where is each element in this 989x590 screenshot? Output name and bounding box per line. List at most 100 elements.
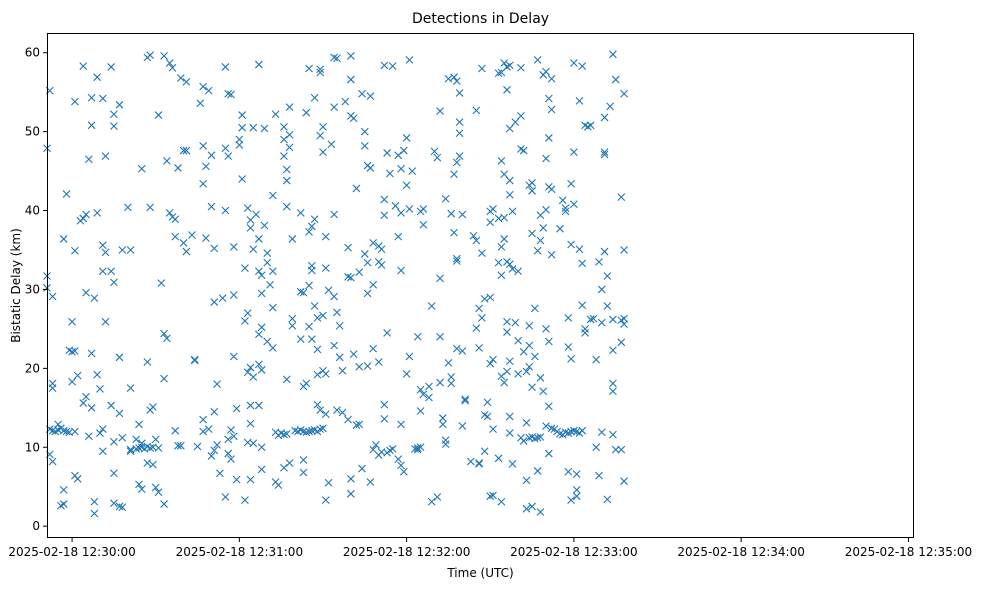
data-point bbox=[107, 267, 116, 276]
data-point bbox=[366, 478, 375, 486]
data-point bbox=[132, 444, 141, 453]
data-point bbox=[536, 373, 545, 382]
data-point bbox=[268, 191, 277, 200]
data-point bbox=[346, 75, 355, 84]
data-point bbox=[257, 465, 266, 474]
data-point bbox=[408, 167, 417, 175]
data-point bbox=[475, 343, 483, 352]
data-point bbox=[254, 267, 263, 276]
data-point bbox=[609, 315, 617, 324]
data-point bbox=[68, 347, 76, 356]
data-point bbox=[266, 280, 274, 289]
data-point bbox=[572, 470, 581, 478]
data-point bbox=[305, 322, 313, 331]
data-point bbox=[319, 424, 327, 433]
data-point bbox=[333, 406, 341, 415]
data-point bbox=[79, 399, 88, 407]
data-point bbox=[346, 51, 355, 60]
data-point bbox=[530, 304, 539, 313]
data-point bbox=[374, 358, 383, 366]
data-point bbox=[547, 424, 556, 433]
data-point bbox=[330, 53, 339, 62]
data-point bbox=[243, 368, 252, 377]
data-point bbox=[162, 334, 171, 343]
data-point bbox=[160, 500, 168, 508]
data-point bbox=[115, 409, 124, 418]
x-tick-label: 2025-02-18 12:31:00 bbox=[176, 545, 303, 559]
data-point bbox=[232, 475, 241, 484]
data-point bbox=[455, 118, 464, 127]
data-point bbox=[564, 343, 573, 351]
data-point bbox=[450, 170, 458, 179]
data-point bbox=[478, 313, 486, 322]
data-point bbox=[609, 387, 617, 396]
data-point bbox=[224, 449, 233, 458]
data-point bbox=[500, 170, 509, 179]
data-point bbox=[246, 363, 255, 372]
data-point bbox=[536, 236, 545, 245]
data-point bbox=[380, 414, 389, 423]
data-point bbox=[204, 425, 213, 433]
data-point bbox=[472, 106, 481, 115]
data-point bbox=[260, 221, 269, 230]
data-point bbox=[87, 121, 96, 130]
data-point bbox=[149, 460, 157, 469]
data-point bbox=[310, 93, 319, 102]
data-point bbox=[358, 464, 366, 473]
data-point bbox=[586, 121, 595, 130]
data-point bbox=[101, 317, 110, 326]
data-point bbox=[572, 485, 581, 494]
data-point bbox=[82, 288, 90, 297]
data-point bbox=[210, 298, 219, 306]
data-point bbox=[280, 430, 288, 439]
data-point bbox=[110, 469, 118, 478]
data-point bbox=[330, 341, 339, 350]
data-point bbox=[505, 190, 514, 199]
data-point bbox=[199, 427, 208, 436]
data-point bbox=[567, 496, 575, 505]
data-point bbox=[257, 366, 266, 374]
data-point bbox=[165, 59, 174, 67]
data-point bbox=[288, 235, 297, 243]
data-point bbox=[321, 369, 330, 378]
data-point bbox=[288, 321, 297, 330]
data-point bbox=[299, 455, 308, 464]
data-point bbox=[285, 143, 294, 152]
data-point bbox=[489, 491, 497, 500]
data-point bbox=[472, 324, 481, 332]
data-point bbox=[316, 425, 325, 433]
data-point bbox=[143, 459, 152, 467]
data-point bbox=[458, 422, 467, 430]
data-point bbox=[68, 377, 76, 386]
data-point bbox=[84, 155, 93, 164]
data-point bbox=[171, 232, 180, 241]
data-point bbox=[93, 73, 102, 82]
data-point bbox=[70, 97, 79, 106]
data-point bbox=[399, 467, 408, 476]
data-point bbox=[525, 321, 534, 330]
data-point bbox=[478, 249, 486, 258]
data-point bbox=[561, 207, 570, 216]
data-point bbox=[530, 352, 539, 361]
data-point bbox=[207, 202, 216, 211]
data-point bbox=[419, 220, 428, 229]
data-point bbox=[84, 432, 93, 441]
data-point bbox=[589, 314, 598, 323]
data-point bbox=[299, 468, 308, 477]
data-point bbox=[397, 209, 405, 217]
data-point bbox=[542, 67, 550, 76]
data-point bbox=[254, 360, 263, 369]
data-point bbox=[536, 433, 545, 441]
data-point bbox=[433, 493, 442, 501]
data-point bbox=[174, 441, 182, 450]
data-point bbox=[101, 152, 110, 160]
data-point bbox=[597, 428, 606, 437]
data-point bbox=[383, 149, 391, 157]
data-point bbox=[397, 461, 405, 470]
data-point bbox=[436, 332, 444, 341]
data-point bbox=[508, 207, 517, 216]
data-point bbox=[160, 329, 168, 338]
data-point bbox=[383, 328, 391, 337]
data-point bbox=[455, 129, 464, 138]
